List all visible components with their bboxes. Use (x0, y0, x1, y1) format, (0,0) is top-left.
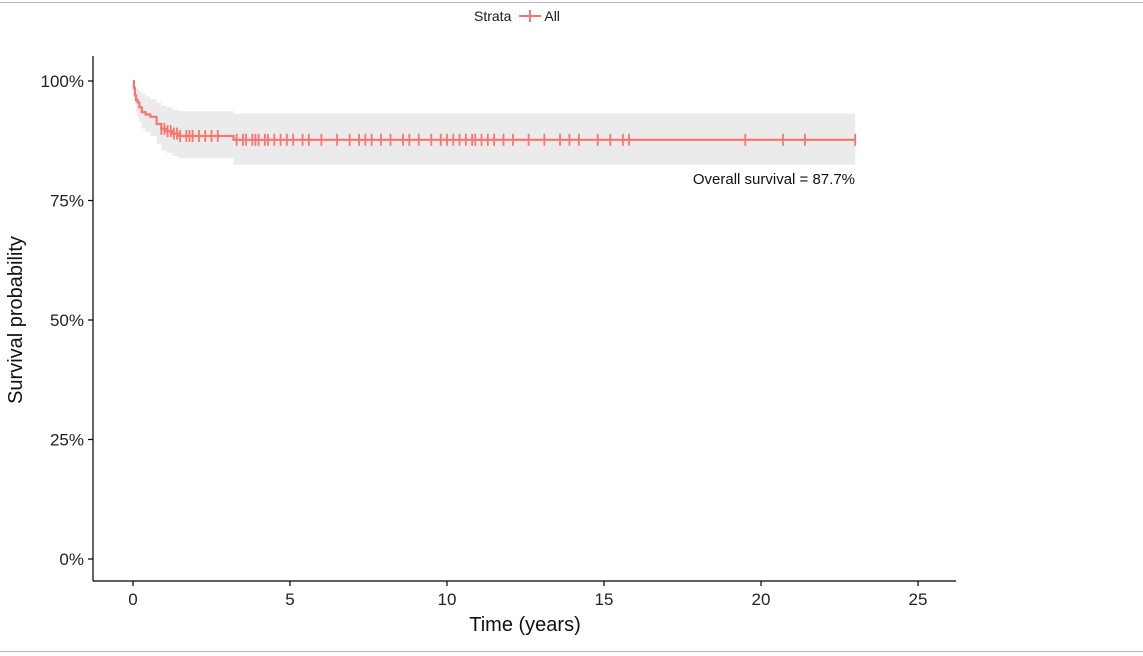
legend-key-all (519, 9, 542, 23)
overall-survival-annotation: Overall survival = 87.7% (693, 171, 855, 188)
censor-layer (160, 122, 857, 146)
y-tick-label: 75% (50, 192, 84, 211)
legend-entry-all: All (544, 8, 560, 24)
x-tick-label: 20 (752, 590, 771, 609)
x-ticks: 0 5 10 15 20 25 (128, 581, 927, 609)
y-tick-label: 50% (50, 311, 84, 330)
y-ticks: 0% 25% 50% 75% 100% (41, 72, 93, 569)
x-tick-label: 15 (595, 590, 614, 609)
x-tick-label: 10 (438, 590, 457, 609)
x-axis-title: Time (years) (469, 614, 580, 636)
legend: Strata All (474, 8, 560, 24)
y-tick-label: 25% (50, 431, 84, 450)
top-border-line (0, 2, 1143, 3)
x-tick-label: 5 (285, 590, 294, 609)
confidence-band (133, 81, 856, 165)
y-tick-label: 0% (59, 550, 84, 569)
y-axis-title: Survival probability (5, 236, 27, 404)
ci-layer (133, 81, 856, 165)
x-tick-label: 0 (128, 590, 137, 609)
legend-title: Strata (474, 8, 512, 24)
x-tick-label: 25 (909, 590, 928, 609)
y-tick-label: 100% (41, 72, 84, 91)
bottom-border-line (0, 651, 1143, 652)
